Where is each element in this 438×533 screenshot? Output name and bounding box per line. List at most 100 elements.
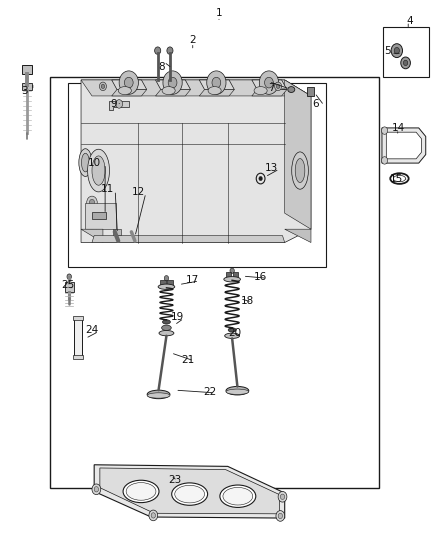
Circle shape [259,71,279,94]
Ellipse shape [225,333,240,338]
Circle shape [278,513,283,519]
Circle shape [276,84,280,88]
Bar [233,272,238,277]
Bar [22,65,32,74]
Polygon shape [382,128,426,163]
Text: 9: 9 [110,99,117,109]
Ellipse shape [226,389,249,394]
Polygon shape [285,229,311,243]
Circle shape [259,176,262,181]
Bar [22,83,32,90]
Circle shape [230,268,234,273]
Bar [160,280,166,285]
Polygon shape [94,465,285,518]
Ellipse shape [208,86,221,95]
Polygon shape [155,90,191,96]
Circle shape [87,220,97,233]
Ellipse shape [118,86,131,95]
Text: 10: 10 [88,158,101,167]
Circle shape [278,491,287,502]
Polygon shape [92,236,285,243]
Ellipse shape [162,86,175,95]
Ellipse shape [79,149,92,176]
Circle shape [94,487,99,492]
Bar [92,212,106,219]
Ellipse shape [220,485,256,507]
Circle shape [87,196,97,209]
Bar [383,27,429,77]
Ellipse shape [158,284,175,289]
Ellipse shape [147,393,170,398]
Text: 22: 22 [204,387,217,397]
Text: 4: 4 [406,17,413,26]
Polygon shape [112,90,147,96]
Text: 1: 1 [215,9,223,18]
Circle shape [149,510,158,521]
Circle shape [92,484,101,495]
Circle shape [119,71,138,94]
Circle shape [167,47,173,54]
Polygon shape [81,203,112,229]
Text: 11: 11 [101,184,114,194]
Text: 16: 16 [254,272,267,282]
Ellipse shape [162,320,170,324]
Text: 17: 17 [186,275,199,285]
Circle shape [207,71,226,94]
Ellipse shape [254,86,267,95]
Circle shape [124,77,133,88]
Text: 8: 8 [159,62,166,71]
Polygon shape [252,80,287,90]
Circle shape [89,223,95,230]
Bar [167,280,173,285]
Polygon shape [112,80,147,90]
Ellipse shape [159,330,174,336]
Polygon shape [155,80,191,90]
Text: 21: 21 [182,355,195,365]
Ellipse shape [81,154,89,172]
Polygon shape [386,132,421,159]
Text: 25: 25 [61,280,74,290]
Bar [65,282,74,292]
Circle shape [101,84,105,88]
Ellipse shape [92,156,105,185]
Text: 6: 6 [312,99,319,109]
Polygon shape [252,90,287,96]
Circle shape [403,60,408,66]
Text: 18: 18 [241,296,254,306]
Circle shape [394,47,399,54]
Ellipse shape [288,87,295,93]
Text: 5: 5 [384,46,391,55]
Circle shape [116,100,123,108]
Circle shape [163,71,182,94]
Text: 19: 19 [171,312,184,322]
Circle shape [381,127,388,134]
Bar [68,83,326,266]
Ellipse shape [295,159,305,182]
Circle shape [99,82,106,91]
Circle shape [212,77,221,88]
Ellipse shape [226,386,249,395]
Ellipse shape [88,149,110,192]
Bar [113,229,121,235]
Circle shape [401,57,410,69]
Polygon shape [81,80,311,243]
Circle shape [275,82,282,91]
Text: 20: 20 [228,328,241,338]
Circle shape [67,274,71,279]
Polygon shape [285,80,311,229]
Circle shape [265,77,273,88]
Ellipse shape [162,325,171,330]
Polygon shape [109,101,129,110]
Text: 23: 23 [169,475,182,484]
Ellipse shape [175,485,205,503]
Ellipse shape [147,390,170,399]
Circle shape [381,157,388,164]
Text: 7: 7 [268,83,275,93]
Text: 15: 15 [390,174,403,183]
Ellipse shape [123,480,159,503]
Bar [50,77,379,488]
Circle shape [151,513,155,518]
Bar [73,355,83,359]
Ellipse shape [228,328,236,332]
Polygon shape [199,90,234,96]
